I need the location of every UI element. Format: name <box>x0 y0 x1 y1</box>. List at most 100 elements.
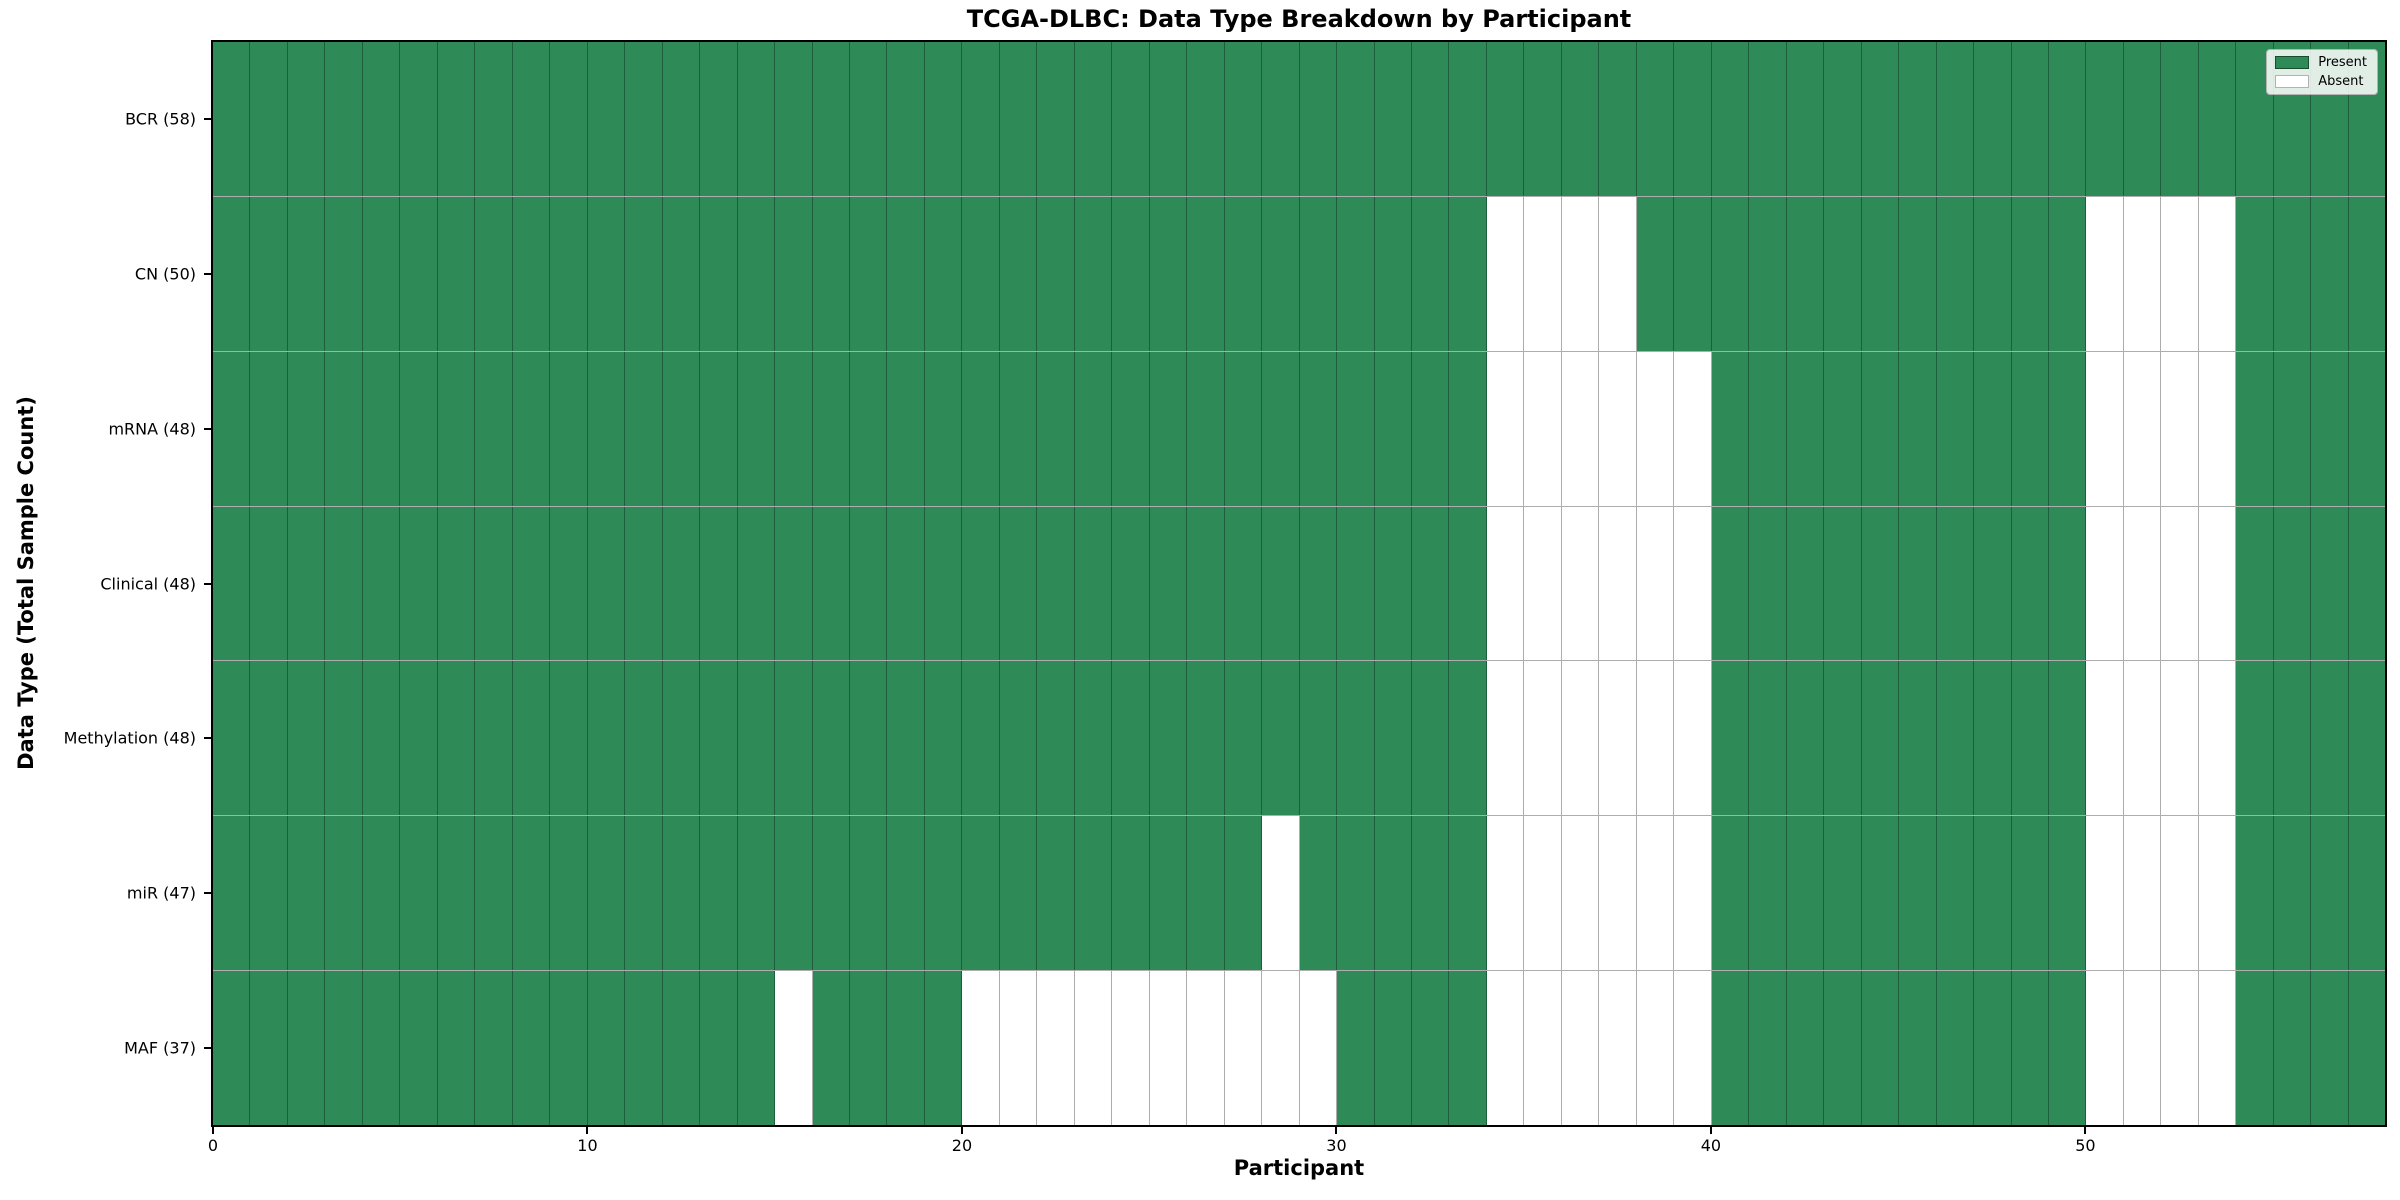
heatmap-cell <box>475 971 513 1126</box>
heatmap-cell <box>999 196 1038 351</box>
heatmap-cell <box>999 42 1038 196</box>
heatmap-cell <box>1599 42 1637 196</box>
heatmap-cell <box>1561 971 1600 1126</box>
heatmap-cell <box>1337 351 1375 506</box>
y-tick-mark <box>204 118 213 121</box>
heatmap-cell <box>325 506 363 661</box>
heatmap-cell <box>1486 506 1525 661</box>
heatmap-cell <box>1524 506 1562 661</box>
heatmap-cell <box>2086 661 2124 816</box>
heatmap-cell <box>1561 351 1600 506</box>
y-tick-mark <box>204 1046 213 1049</box>
heatmap-cell <box>1337 816 1375 971</box>
y-tick-label-Clinical: Clinical (48) <box>100 574 196 593</box>
heatmap-cell <box>550 196 588 351</box>
heatmap-cell <box>924 661 963 816</box>
heatmap-cell <box>1749 661 1787 816</box>
heatmap-cell <box>1824 661 1862 816</box>
heatmap-cell <box>1974 506 2012 661</box>
heatmap-cell <box>2048 661 2087 816</box>
heatmap-cell <box>2011 42 2049 196</box>
heatmap-cell <box>1299 506 1338 661</box>
heatmap-cell <box>1412 42 1450 196</box>
heatmap-cell <box>700 506 738 661</box>
heatmap-cell <box>400 816 438 971</box>
heatmap-cell <box>849 971 888 1126</box>
heatmap-cell <box>1899 196 1937 351</box>
heatmap-cell <box>287 971 326 1126</box>
heatmap-cell <box>924 506 963 661</box>
heatmap-cell <box>1224 971 1263 1126</box>
heatmap-cell <box>1974 42 2012 196</box>
heatmap-cell <box>2123 506 2162 661</box>
heatmap-cell <box>737 196 776 351</box>
heatmap-cell <box>1299 42 1338 196</box>
heatmap-cell <box>250 351 288 506</box>
heatmap-cell <box>1749 351 1787 506</box>
heatmap-cell <box>812 196 850 351</box>
heatmap-cell <box>2161 971 2199 1126</box>
heatmap-cell <box>550 42 588 196</box>
heatmap-cell <box>213 816 251 971</box>
x-tick-label: 40 <box>1700 1136 1722 1155</box>
heatmap-cell <box>625 351 663 506</box>
y-axis-label: Data Type (Total Sample Count) <box>14 396 38 770</box>
heatmap-cell <box>1412 351 1450 506</box>
heatmap-cell <box>1486 42 1525 196</box>
heatmap-cell <box>2198 196 2237 351</box>
heatmap-cell <box>2048 42 2087 196</box>
heatmap-cell <box>2123 971 2162 1126</box>
heatmap-cell <box>1449 816 1487 971</box>
heatmap-cell <box>1112 816 1150 971</box>
heatmap-cell <box>2011 971 2049 1126</box>
heatmap-cell <box>2123 42 2162 196</box>
heatmap-cell <box>362 196 401 351</box>
heatmap-cell <box>1561 196 1600 351</box>
heatmap-cell <box>1786 42 1825 196</box>
heatmap-cell <box>1149 196 1188 351</box>
heatmap-cell <box>962 661 1000 816</box>
heatmap-cell <box>1936 506 1975 661</box>
plot-area: Present Absent <box>211 40 2387 1127</box>
heatmap-cell <box>2273 971 2312 1126</box>
heatmap-cell <box>1374 42 1412 196</box>
heatmap-cell <box>1412 196 1450 351</box>
heatmap-cell <box>325 196 363 351</box>
heatmap-cell <box>662 816 701 971</box>
heatmap-cell <box>700 351 738 506</box>
heatmap-cell <box>625 971 663 1126</box>
heatmap-cell <box>587 816 626 971</box>
x-tick-label: 30 <box>1326 1136 1347 1155</box>
heatmap-cell <box>1749 42 1787 196</box>
heatmap-cell <box>2198 351 2237 506</box>
heatmap-cell <box>587 661 626 816</box>
heatmap-cell <box>2311 506 2349 661</box>
y-tick-mark <box>204 427 213 430</box>
heatmap-cell <box>1824 506 1862 661</box>
heatmap-cell <box>775 661 813 816</box>
heatmap-cell <box>2236 351 2274 506</box>
heatmap-cell <box>2311 816 2349 971</box>
x-tick-mark <box>1709 1125 1712 1134</box>
heatmap-cell <box>887 661 925 816</box>
heatmap-cell <box>512 816 551 971</box>
y-tick-label-CN: CN (50) <box>134 264 196 284</box>
heatmap-cell <box>1037 661 1075 816</box>
legend: Present Absent <box>2266 49 2378 95</box>
heatmap-cell <box>775 816 813 971</box>
heatmap-cell <box>1112 661 1150 816</box>
heatmap-cell <box>775 196 813 351</box>
heatmap-cell <box>475 506 513 661</box>
heatmap-cell <box>1861 816 1900 971</box>
heatmap-cell <box>475 42 513 196</box>
heatmap-cell <box>1187 971 1225 1126</box>
heatmap-cell <box>1636 661 1675 816</box>
heatmap-cell <box>999 506 1038 661</box>
legend-label-present: Present <box>2318 55 2367 70</box>
heatmap-cell <box>213 661 251 816</box>
heatmap-cell <box>400 971 438 1126</box>
heatmap-cell <box>587 42 626 196</box>
chart-title: TCGA-DLBC: Data Type Breakdown by Partic… <box>966 5 1632 33</box>
heatmap-cell <box>2048 816 2087 971</box>
heatmap-cell <box>1711 351 1750 506</box>
